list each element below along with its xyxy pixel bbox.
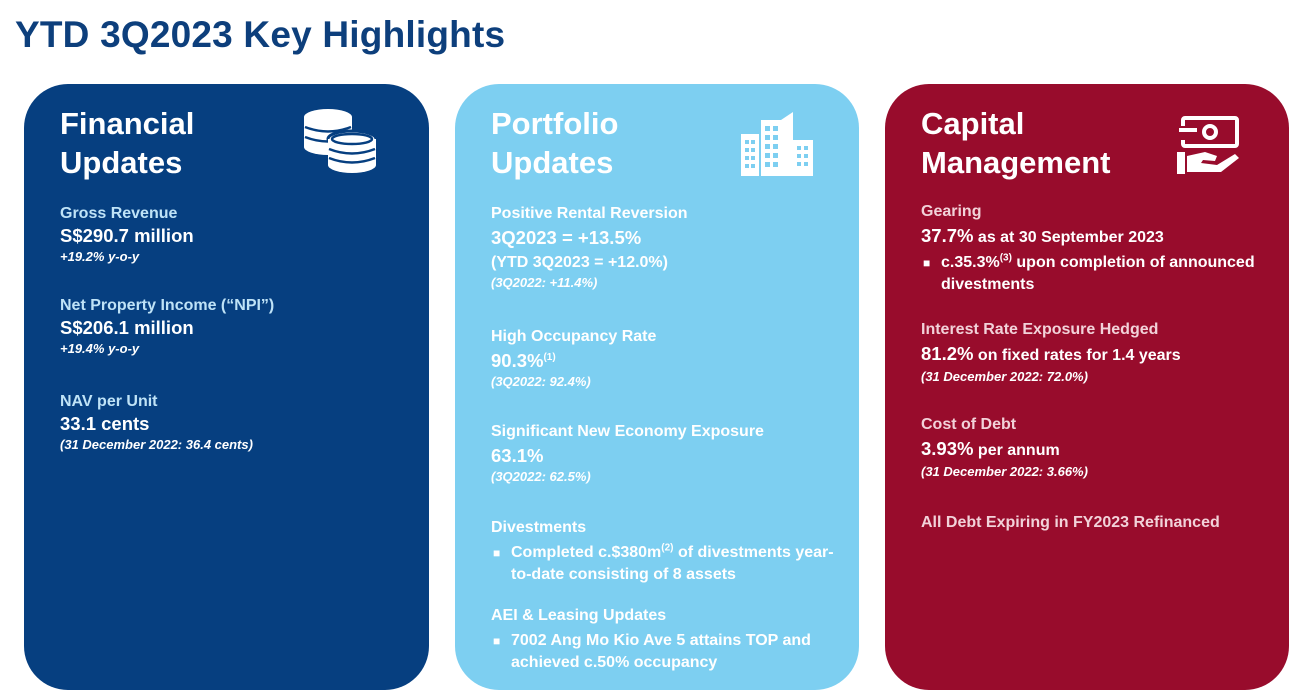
new-economy-section: Significant New Economy Exposure 63.1% (… [491, 422, 839, 486]
cost-of-debt-value-line: 3.93% per annum [921, 437, 1269, 463]
refinanced-section: All Debt Expiring in FY2023 Refinanced [921, 513, 1269, 533]
occupancy-note: (3Q2022: 92.4%) [491, 374, 591, 389]
portfolio-card-title: Portfolio Updates [491, 106, 619, 180]
divestments-bullet-pre: Completed c.$380m [511, 544, 662, 561]
rental-reversion-section: Positive Rental Reversion 3Q2023 = +13.5… [491, 204, 839, 292]
hedged-value: 81.2% [921, 343, 974, 364]
rental-reversion-note: (3Q2022: +11.4%) [491, 275, 598, 290]
divestments-bullet: ■ Completed c.$380m(2) of divestments yea… [491, 542, 839, 586]
gearing-footnote: (3) [999, 252, 1012, 264]
gross-revenue-note: +19.2% y-o-y [60, 249, 140, 264]
occupancy-value-line: 90.3%(1) [491, 349, 839, 373]
page-title: YTD 3Q2023 Key Highlights [15, 14, 506, 55]
divestments-label: Divestments [491, 519, 587, 536]
cost-of-debt-section: Cost of Debt 3.93% per annum (31 Decembe… [921, 415, 1269, 481]
rental-reversion-value: 3Q2023 = +13.5% [491, 227, 642, 248]
financial-updates-card: Financial Updates Gross R [24, 84, 429, 690]
coins-icon [302, 108, 380, 179]
occupancy-footnote: (1) [543, 351, 556, 363]
gearing-bullet-post: upon completion of announced divestments [941, 254, 1255, 293]
npi-note: +19.4% y-o-y [60, 341, 140, 356]
gearing-bullet: ■ c.35.3%(3) upon completion of announced… [921, 252, 1269, 296]
aei-section: AEI & Leasing Updates ■ 7002 Ang Mo Kio A… [491, 606, 839, 674]
refinanced-label: All Debt Expiring in FY2023 Refinanced [921, 514, 1220, 531]
rental-reversion-ytd: (YTD 3Q2023 = +12.0%) [491, 254, 668, 271]
new-economy-label: Significant New Economy Exposure [491, 423, 764, 440]
portfolio-updates-card: Portfolio Updates [455, 84, 859, 690]
capital-card-title: Capital Management [921, 106, 1111, 180]
gearing-bullet-pre: c.35.3% [941, 254, 1000, 271]
cash-hand-icon [1177, 114, 1241, 183]
occupancy-value: 90.3% [491, 350, 544, 371]
nav-section: NAV per Unit 33.1 cents (31 December 202… [60, 392, 409, 454]
nav-value: 33.1 cents [60, 413, 150, 434]
cost-of-debt-value: 3.93% [921, 438, 974, 459]
bullet-icon: ■ [493, 546, 501, 560]
nav-label: NAV per Unit [60, 393, 158, 410]
npi-value: S$206.1 million [60, 317, 194, 338]
new-economy-note: (3Q2022: 62.5%) [491, 469, 591, 484]
gross-revenue-section: Gross Revenue S$290.7 million +19.2% y-o… [60, 204, 409, 266]
financial-card-title: Financial Updates [60, 106, 195, 180]
gearing-value: 37.7% [921, 225, 974, 246]
aei-label: AEI & Leasing Updates [491, 607, 667, 624]
hedged-note: (31 December 2022: 72.0%) [921, 369, 1088, 384]
capital-management-card: Capital Management Gearing 37.7% as at 3… [885, 84, 1289, 690]
gross-revenue-label: Gross Revenue [60, 205, 178, 222]
rental-reversion-label: Positive Rental Reversion [491, 205, 688, 222]
bullet-icon: ■ [493, 634, 501, 648]
nav-note: (31 December 2022: 36.4 cents) [60, 437, 253, 452]
hedged-label: Interest Rate Exposure Hedged [921, 321, 1159, 338]
bullet-icon: ■ [923, 256, 931, 270]
hedged-section: Interest Rate Exposure Hedged 81.2% on f… [921, 320, 1269, 386]
cost-of-debt-label: Cost of Debt [921, 416, 1017, 433]
gearing-value-rest: as at 30 September 2023 [973, 229, 1164, 246]
divestments-bullet-post: of divestments year-to-date consisting o… [511, 544, 834, 583]
aei-bullet: ■ 7002 Ang Mo Kio Ave 5 attains TOP and a… [491, 630, 839, 674]
gross-revenue-value: S$290.7 million [60, 225, 194, 246]
hedged-value-rest: on fixed rates for 1.4 years [973, 347, 1181, 364]
new-economy-value: 63.1% [491, 445, 544, 466]
npi-section: Net Property Income (“NPI”) S$206.1 mill… [60, 296, 409, 358]
npi-label: Net Property Income (“NPI”) [60, 297, 275, 314]
occupancy-label: High Occupancy Rate [491, 328, 657, 345]
buildings-icon [741, 112, 813, 181]
divestments-section: Divestments ■ Completed c.$380m(2) of div… [491, 518, 839, 586]
cost-of-debt-value-rest: per annum [973, 442, 1060, 459]
gearing-label: Gearing [921, 203, 982, 220]
divestments-footnote: (2) [661, 542, 674, 554]
aei-bullet-text: 7002 Ang Mo Kio Ave 5 attains TOP and ac… [511, 632, 811, 671]
hedged-value-line: 81.2% on fixed rates for 1.4 years [921, 342, 1269, 368]
gearing-section: Gearing 37.7% as at 30 September 2023 ■ c… [921, 202, 1269, 296]
cost-of-debt-note: (31 December 2022: 3.66%) [921, 464, 1088, 479]
gearing-value-line: 37.7% as at 30 September 2023 [921, 224, 1269, 250]
occupancy-section: High Occupancy Rate 90.3%(1) (3Q2022: 92… [491, 327, 839, 391]
